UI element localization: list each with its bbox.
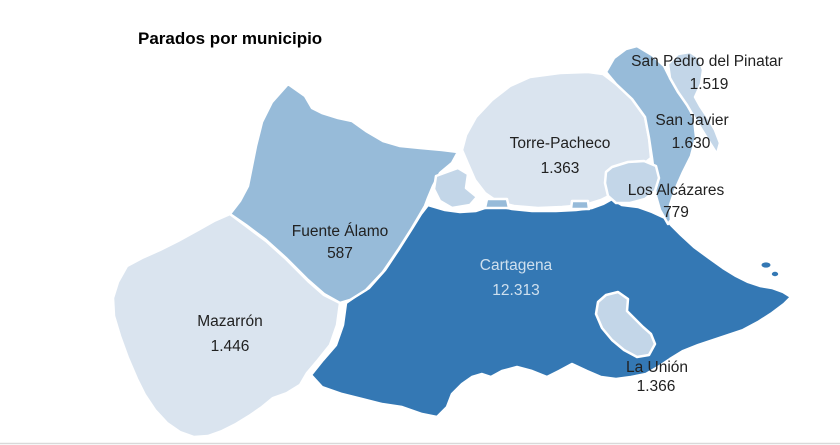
islet-icon [761, 262, 771, 268]
label-san-javier: San Javier [655, 112, 728, 129]
value-san-javier: 1.630 [672, 135, 711, 152]
region-los-alcazares[interactable] [603, 159, 661, 205]
region-boundary-tab-1[interactable] [483, 197, 511, 210]
page-title: Parados por municipio [138, 29, 322, 48]
region-san-pedro-del-pinatar[interactable] [666, 50, 722, 156]
label-san-pedro-del-pinatar: San Pedro del Pinatar [631, 53, 783, 70]
label-la-union: La Unión [626, 359, 688, 376]
value-fuente-alamo: 587 [327, 245, 353, 262]
label-mazarron: Mazarrón [197, 313, 262, 330]
label-los-alcazares: Los Alcázares [628, 182, 725, 199]
islet-icon [771, 271, 779, 277]
label-cartagena: Cartagena [480, 257, 553, 274]
value-mazarron: 1.446 [211, 338, 250, 355]
value-san-pedro-del-pinatar: 1.519 [690, 76, 729, 93]
region-fuente-alamo[interactable] [228, 82, 460, 305]
value-torre-pacheco: 1.363 [541, 160, 580, 177]
value-cartagena: 12.313 [492, 282, 539, 299]
label-torre-pacheco: Torre-Pacheco [510, 135, 611, 152]
label-fuente-alamo: Fuente Álamo [292, 223, 389, 240]
region-enclave-piece[interactable] [432, 166, 479, 210]
region-la-union[interactable] [594, 290, 657, 359]
value-los-alcazares: 779 [663, 204, 689, 221]
region-boundary-tab-2[interactable] [569, 199, 591, 211]
value-la-union: 1.366 [637, 378, 676, 395]
